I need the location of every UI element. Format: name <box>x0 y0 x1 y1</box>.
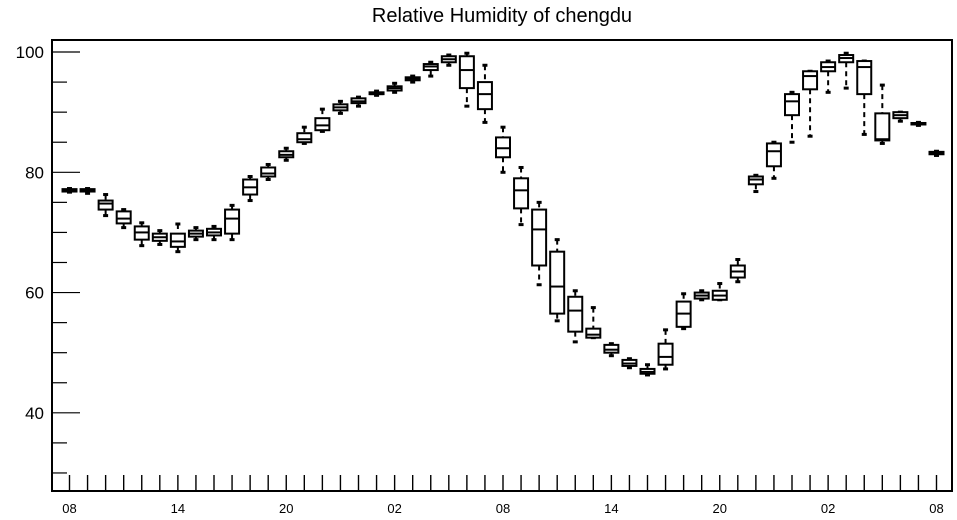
box-item <box>206 224 222 242</box>
box-item <box>585 306 602 340</box>
box-iqr <box>657 342 674 366</box>
box-item <box>187 226 204 242</box>
box-iqr <box>549 250 566 315</box>
box-item <box>549 238 566 323</box>
box-item <box>820 59 837 94</box>
box-iqr <box>458 55 475 90</box>
box-item <box>368 89 385 97</box>
box-item <box>386 81 403 94</box>
box-iqr <box>874 112 891 142</box>
box-item <box>567 289 584 344</box>
box-item <box>332 99 349 115</box>
x-tick-label: 14 <box>171 501 185 516</box>
box-item <box>838 51 855 90</box>
y-tick-label: 40 <box>25 404 44 423</box>
box-item <box>729 257 746 284</box>
box-iqr <box>296 132 313 144</box>
y-tick-label: 60 <box>25 284 44 303</box>
box-item <box>224 203 241 242</box>
box-series <box>61 51 945 377</box>
box-item <box>476 63 493 124</box>
box-item <box>675 292 692 331</box>
y-axis: 40 60 80 100 <box>16 43 80 474</box>
box-item <box>458 51 475 108</box>
box-item <box>693 289 710 302</box>
box-item <box>856 59 873 136</box>
x-axis: 08 14 20 02 08 14 20 02 08 <box>62 475 944 516</box>
box-item <box>151 229 168 246</box>
chart-title: Relative Humidity of chengdu <box>372 5 632 27</box>
x-tick-label: 20 <box>713 501 727 516</box>
box-item <box>115 208 132 230</box>
box-item <box>928 149 945 157</box>
plot-frame <box>51 39 953 492</box>
box-iqr <box>513 177 530 210</box>
box-item <box>422 60 439 78</box>
box-item <box>531 200 548 287</box>
box-iqr <box>260 166 277 178</box>
box-iqr <box>856 60 873 96</box>
box-iqr <box>585 327 602 339</box>
box-item <box>513 165 530 227</box>
x-tick-label: 02 <box>821 501 835 516</box>
box-item <box>169 222 186 254</box>
box-item <box>765 140 782 180</box>
box-item <box>133 221 150 248</box>
x-tick-label: 20 <box>279 501 293 516</box>
box-item <box>79 187 96 195</box>
x-tick-label: 08 <box>62 501 76 516</box>
box-iqr <box>115 210 132 225</box>
x-tick-label: 08 <box>929 501 943 516</box>
box-iqr <box>314 117 331 132</box>
x-tick-label: 08 <box>496 501 510 516</box>
box-item <box>296 125 313 145</box>
box-item <box>802 69 819 138</box>
box-item <box>621 357 638 370</box>
box-item <box>495 125 511 174</box>
box-item <box>440 53 457 67</box>
box-item <box>784 90 800 144</box>
box-item <box>892 110 909 123</box>
box-item <box>61 187 78 194</box>
y-tick-label: 80 <box>25 163 44 182</box>
box-item <box>97 193 114 218</box>
box-item <box>874 83 891 145</box>
box-item <box>404 74 421 84</box>
box-iqr <box>765 142 782 168</box>
box-iqr <box>567 295 584 333</box>
box-iqr <box>531 208 548 267</box>
x-tick-label: 14 <box>604 501 618 516</box>
box-item <box>711 282 728 302</box>
box-iqr <box>97 199 114 211</box>
box-item <box>657 328 674 371</box>
box-item <box>603 342 620 358</box>
box-iqr <box>476 81 493 111</box>
box-iqr <box>224 208 241 235</box>
box-iqr <box>784 93 800 117</box>
box-item <box>314 107 331 133</box>
box-item <box>747 173 764 194</box>
box-item <box>260 162 277 182</box>
box-item <box>350 95 367 108</box>
box-item <box>278 146 295 162</box>
box-iqr <box>802 70 819 91</box>
y-tick-label: 100 <box>16 43 44 62</box>
box-item <box>910 120 927 127</box>
x-tick-label: 02 <box>387 501 401 516</box>
box-item <box>639 363 656 377</box>
box-iqr <box>169 232 186 248</box>
box-item <box>242 175 259 203</box>
